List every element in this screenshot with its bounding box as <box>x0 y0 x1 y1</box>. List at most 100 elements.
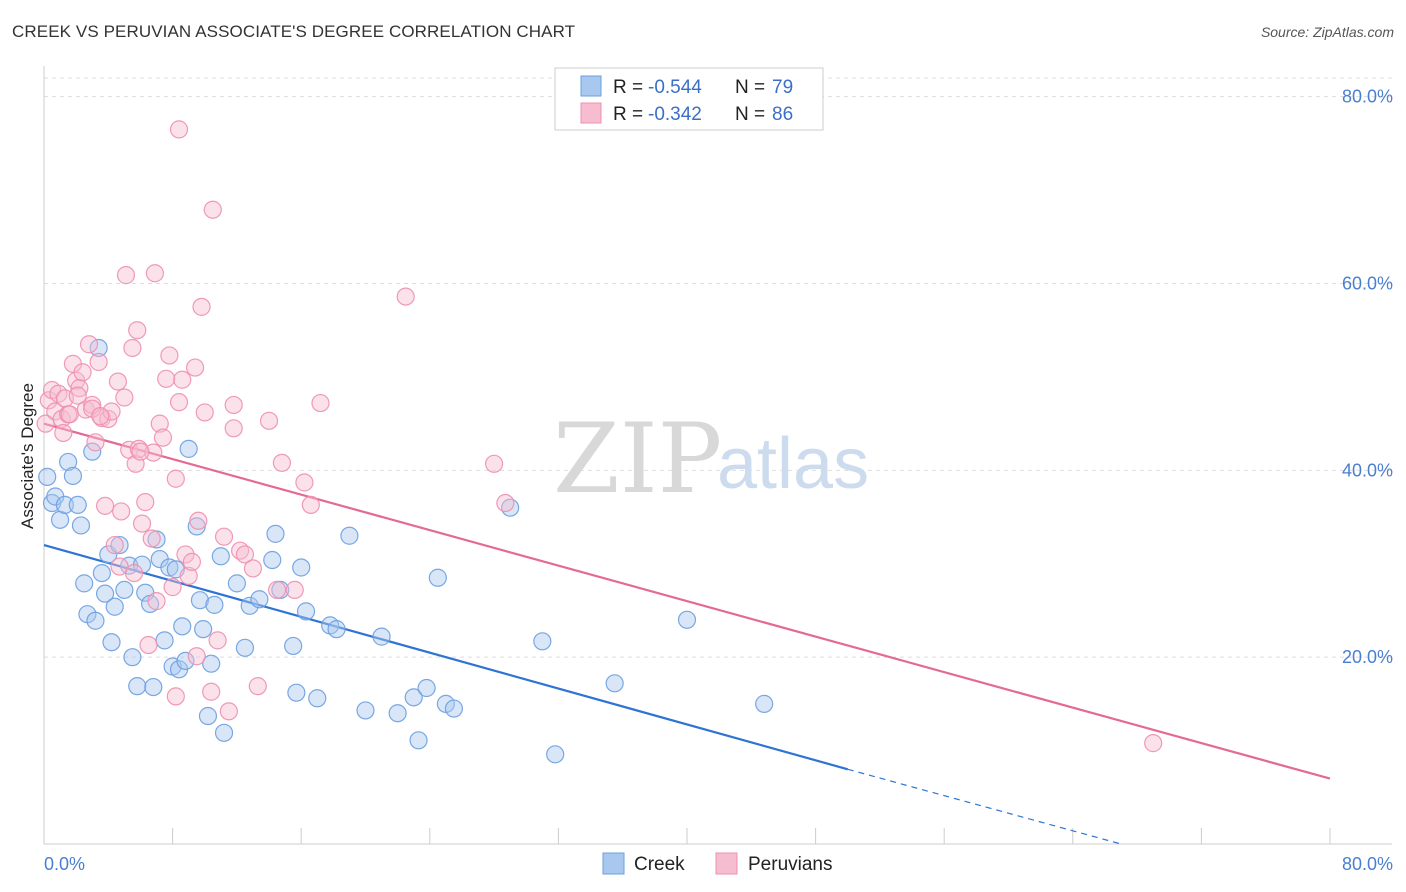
legend-n-label-creek: N = <box>735 77 765 98</box>
legend-swatch-peru <box>580 102 602 124</box>
point-peru-43 <box>169 393 189 412</box>
point-creek-47 <box>235 638 255 657</box>
point-peru-51 <box>195 403 214 422</box>
point-peru-58 <box>235 545 255 564</box>
y-tick-label-0: 20.0% <box>1342 647 1393 667</box>
point-peru-31 <box>132 514 152 533</box>
point-peru-44 <box>173 370 192 389</box>
point-peru-38 <box>153 428 173 447</box>
y-tick-labels: 20.0% 40.0% 60.0% 80.0% <box>1342 87 1393 667</box>
point-peru-76 <box>144 443 163 462</box>
point-creek-60 <box>340 526 359 545</box>
x-tick-labels: 0.0% 80.0% <box>44 854 1393 874</box>
bottom-legend-swatch-peru <box>715 852 738 875</box>
point-peru-74 <box>68 386 87 405</box>
point-peru-84 <box>124 563 144 583</box>
y-axis-label: Associate's Degree <box>18 383 37 529</box>
point-peru-66 <box>311 393 330 413</box>
axes <box>43 66 1392 845</box>
point-peru-15 <box>86 433 105 452</box>
point-creek-49 <box>250 590 269 609</box>
point-peru-78 <box>202 682 221 701</box>
point-peru-21 <box>105 535 124 555</box>
point-peru-67 <box>396 287 415 306</box>
point-creek-72 <box>546 745 565 764</box>
point-peru-62 <box>272 453 292 472</box>
point-peru-75 <box>91 407 110 426</box>
point-creek-39 <box>190 591 210 610</box>
point-creek-53 <box>284 636 303 656</box>
series-peru <box>36 120 1163 753</box>
point-peru-82 <box>166 687 185 706</box>
point-creek-44 <box>211 547 230 566</box>
point-creek-41 <box>198 706 218 726</box>
point-peru-36 <box>147 592 166 611</box>
point-peru-37 <box>150 414 169 433</box>
point-peru-22 <box>108 372 128 391</box>
point-peru-65 <box>301 495 320 515</box>
point-peru-41 <box>163 578 182 597</box>
point-creek-31 <box>160 558 179 577</box>
point-creek-51 <box>266 524 285 543</box>
point-peru-24 <box>115 388 134 407</box>
point-peru-79 <box>224 419 243 438</box>
point-peru-1 <box>39 391 58 410</box>
y-tick-label-2: 60.0% <box>1342 274 1393 294</box>
point-creek-19 <box>110 535 129 555</box>
point-peru-60 <box>259 411 279 430</box>
bottom-legend-swatch-creek <box>602 852 625 875</box>
bottom-legend: Creek Peruvians <box>602 852 833 875</box>
bottom-legend-label-peru: Peruvians <box>748 854 833 875</box>
point-peru-69 <box>496 493 515 513</box>
point-creek-59 <box>327 620 346 639</box>
point-creek-15 <box>95 584 115 603</box>
bottom-legend-label-creek: Creek <box>634 854 685 875</box>
y-tick-label-3: 80.0% <box>1342 87 1393 107</box>
chart-title: CREEK VS PERUVIAN ASSOCIATE'S DEGREE COR… <box>12 22 576 41</box>
point-peru-13 <box>79 335 99 354</box>
point-creek-18 <box>105 597 124 616</box>
point-peru-16 <box>89 352 108 372</box>
legend-r-value-creek: -0.544 <box>648 77 702 98</box>
legend-n-value-creek: 79 <box>772 77 793 98</box>
point-creek-62 <box>372 627 391 646</box>
point-creek-30 <box>155 631 174 650</box>
point-creek-65 <box>409 731 428 750</box>
legend: R = -0.544 N = 79 R = -0.342 N = 86 <box>554 67 824 131</box>
point-creek-75 <box>755 694 774 713</box>
point-peru-71 <box>169 120 189 139</box>
legend-n-label-peru: N = <box>735 104 765 125</box>
point-creek-36 <box>176 651 195 671</box>
point-peru-29 <box>128 321 147 340</box>
point-creek-57 <box>308 689 327 708</box>
x-tick-label-0: 0.0% <box>44 854 85 874</box>
point-peru-81 <box>131 442 150 461</box>
point-creek-22 <box>123 648 142 667</box>
point-peru-34 <box>142 529 161 548</box>
point-peru-49 <box>189 511 208 530</box>
point-creek-5 <box>59 452 78 472</box>
point-creek-67 <box>428 568 447 587</box>
point-peru-50 <box>192 297 211 316</box>
point-creek-40 <box>194 620 213 639</box>
point-peru-46 <box>179 566 198 586</box>
point-creek-6 <box>63 466 83 486</box>
point-creek-17 <box>102 633 121 652</box>
point-creek-64 <box>404 688 423 707</box>
point-creek-37 <box>179 439 198 458</box>
point-peru-63 <box>285 580 304 600</box>
point-creek-4 <box>55 495 74 515</box>
point-creek-56 <box>296 602 316 621</box>
data-points <box>36 120 1163 764</box>
watermark-atlas: atlas <box>717 424 869 504</box>
point-peru-55 <box>219 702 238 721</box>
point-creek-35 <box>173 617 192 636</box>
point-creek-50 <box>263 550 282 570</box>
legend-r-label-peru: R = <box>613 104 643 125</box>
point-creek-20 <box>115 580 134 600</box>
point-peru-70 <box>1144 734 1163 753</box>
point-peru-59 <box>248 677 267 696</box>
point-peru-52 <box>203 200 222 219</box>
point-creek-13 <box>89 338 108 358</box>
